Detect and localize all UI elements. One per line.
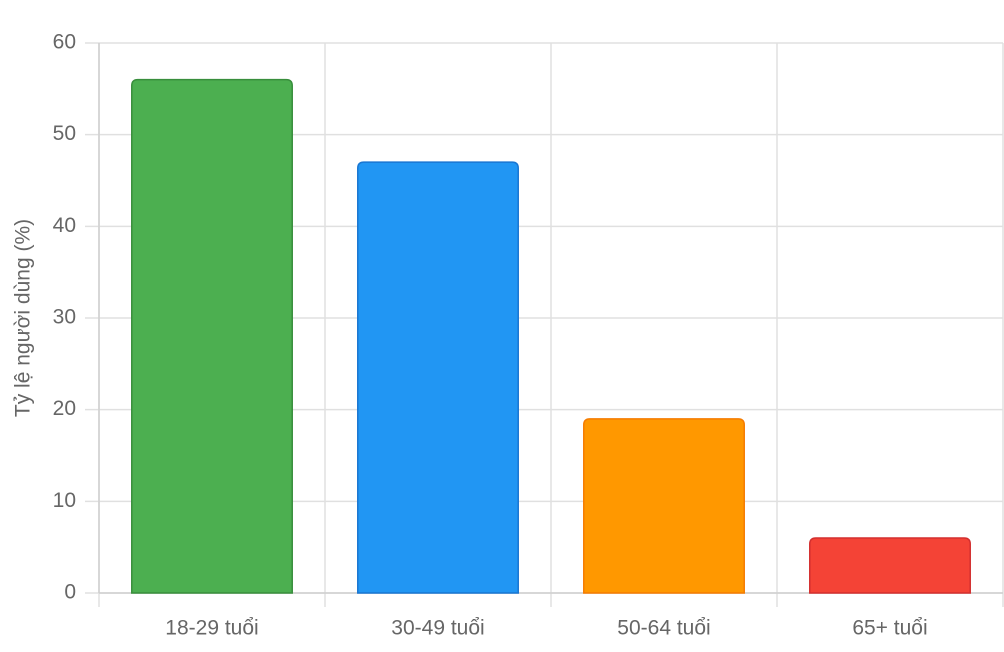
- y-axis-label: Tỷ lệ người dùng (%): [12, 219, 35, 417]
- y-tick-label: 20: [53, 397, 76, 420]
- y-tick-label: 60: [53, 31, 76, 54]
- y-tick-label: 40: [53, 214, 76, 237]
- bar: [809, 537, 971, 594]
- y-tick-label: 50: [53, 122, 76, 145]
- x-tick-label: 30-49 tuổi: [391, 617, 484, 640]
- y-tick-label: 30: [53, 306, 76, 329]
- x-tick-label: 65+ tuổi: [852, 617, 927, 640]
- x-tick-label: 18-29 tuổi: [165, 617, 258, 640]
- x-tick-label: 50-64 tuổi: [617, 617, 710, 640]
- bar: [131, 78, 293, 594]
- y-tick-label: 0: [64, 581, 76, 604]
- bar: [583, 418, 745, 594]
- bar: [357, 161, 519, 594]
- y-tick-label: 10: [53, 489, 76, 512]
